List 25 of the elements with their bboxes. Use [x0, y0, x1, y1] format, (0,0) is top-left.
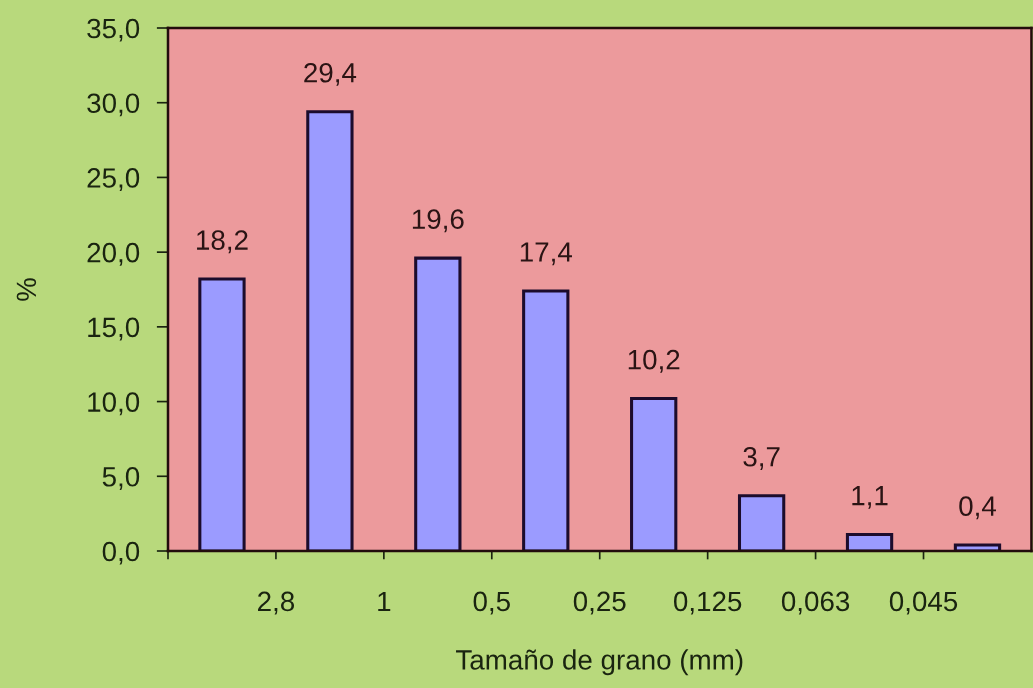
data-label: 0,4 — [959, 496, 996, 520]
data-label: 29,4 — [304, 62, 357, 86]
y-tick-label: 15,0 — [88, 317, 140, 341]
data-label: 18,2 — [197, 230, 248, 254]
data-label: 3,7 — [743, 446, 780, 470]
data-label: 17,4 — [520, 242, 572, 266]
y-tick-label: 30,0 — [87, 93, 140, 117]
y-tick-label: 20,0 — [87, 242, 140, 266]
text: 0,063 — [781, 591, 850, 615]
y-tick-label: 5,0 — [102, 466, 140, 490]
y-tick-label: 25,0 — [87, 168, 140, 192]
y-axis-title: % — [16, 278, 37, 301]
y-tick-label: 10,0 — [88, 392, 140, 416]
text: 0,5 — [473, 591, 510, 615]
y-tick-label: 0,0 — [102, 541, 140, 565]
text: 2,8 — [258, 591, 295, 615]
text: 0,25 — [573, 591, 626, 615]
data-label: 10,2 — [628, 349, 680, 373]
data-label: 19,6 — [412, 209, 464, 233]
text: 0,045 — [889, 591, 958, 615]
y-tick-label: 35,0 — [87, 18, 140, 42]
text: 0,125 — [673, 591, 742, 615]
text: 1 — [378, 591, 391, 612]
x-axis-title: Tamaño de grano (mm) — [456, 649, 743, 676]
data-label: 1,1 — [852, 486, 888, 509]
